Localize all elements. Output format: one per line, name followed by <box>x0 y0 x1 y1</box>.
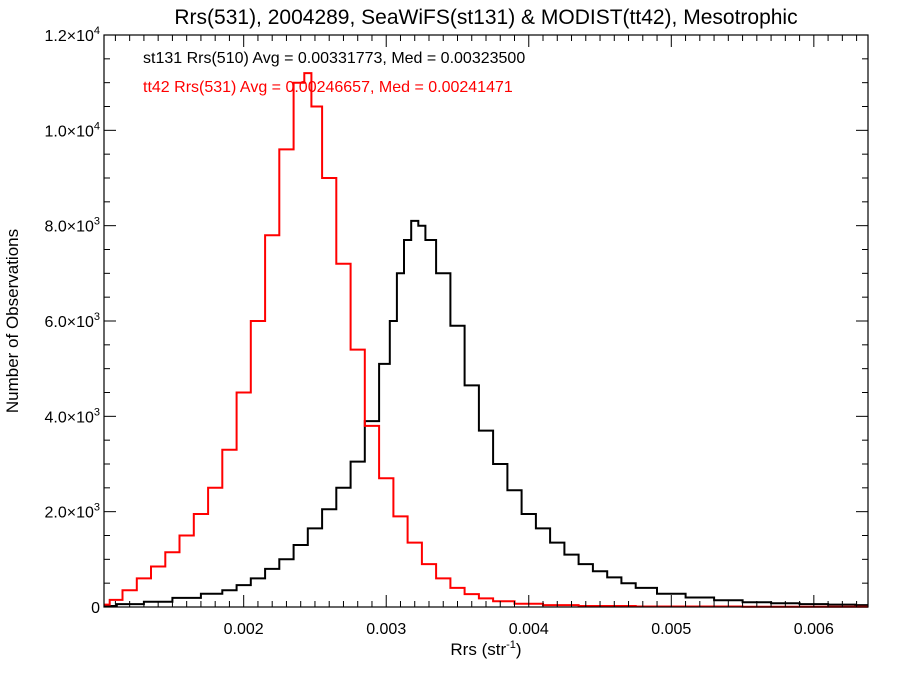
y-tick-label-3: 6.0×103 <box>44 311 100 331</box>
tick-layer: 0.002 0.003 0.004 0.005 0.006 0 2.0×103 4.0×103… <box>44 25 868 638</box>
x-axis-label: Rrs (str-1) <box>450 639 521 659</box>
y-tick-label-5: 1.0×104 <box>44 120 100 140</box>
annotation-tt42: tt42 Rrs(531) Avg = 0.00246657, Med = 0.… <box>143 79 513 96</box>
x-tick-label-2: 0.004 <box>509 621 549 638</box>
y-axis-label: Number of Observations <box>3 229 22 413</box>
chart-title: Rrs(531), 2004289, SeaWiFS(st131) & MODI… <box>174 6 797 29</box>
y-tick-label-6: 1.2×104 <box>44 25 100 45</box>
x-axis-label-tail: ) <box>516 640 522 659</box>
plot-frame <box>103 34 869 608</box>
x-tick-label-3: 0.005 <box>651 621 691 638</box>
series-line-1 <box>104 72 868 608</box>
series-line-0 <box>104 219 868 607</box>
y-tick-label-0: 0 <box>91 600 100 617</box>
annotation-st131: st131 Rrs(510) Avg = 0.00331773, Med = 0… <box>143 50 525 67</box>
x-tick-label-1: 0.003 <box>366 621 406 638</box>
series-layer <box>104 72 868 608</box>
x-tick-label-4: 0.006 <box>794 621 834 638</box>
y-tick-label-4: 8.0×103 <box>44 216 100 236</box>
y-tick-label-2: 4.0×103 <box>44 406 100 426</box>
x-tick-label-0: 0.002 <box>224 621 264 638</box>
x-axis-label-sup: -1 <box>506 639 516 651</box>
y-tick-label-1: 2.0×103 <box>44 502 100 522</box>
